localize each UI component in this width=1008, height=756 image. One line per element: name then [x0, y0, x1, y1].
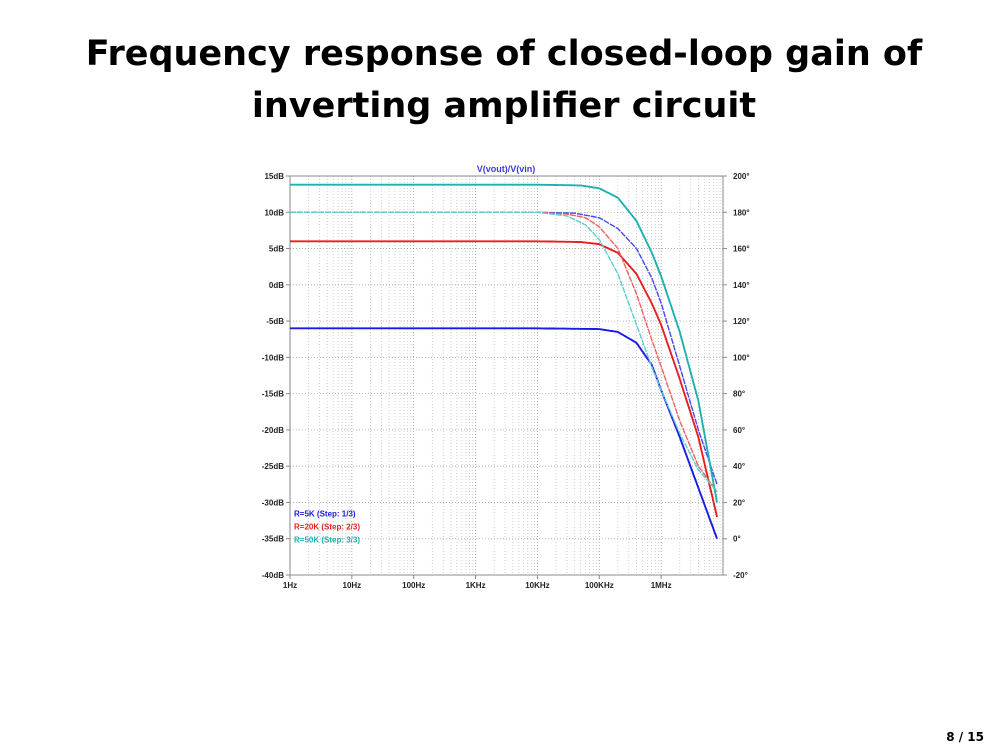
series-line-phase [290, 211, 718, 493]
y-tick-label: -10dB [262, 353, 284, 362]
x-tick-label: 100KHz [585, 581, 614, 590]
x-tick-label: 10Hz [343, 581, 362, 590]
y-tick-label: -5dB [266, 317, 284, 326]
legend: R=5K (Step: 1/3) R=20K (Step: 2/3) R=50K (… [294, 510, 360, 545]
y2-tick-label: 0° [733, 535, 741, 544]
y2-axis-ticks: 200° 180° 160° 140° 120° 100° 80° 60° 40° 20° 0° -2… [723, 172, 750, 580]
y-axis-ticks: 15dB 10dB 5dB 0dB -5dB -10dB -15dB -20dB -25dB -3… [262, 172, 290, 580]
y2-tick-label: 80° [733, 390, 745, 399]
y-tick-label: -20dB [262, 426, 284, 435]
page-number: 8 / 15 [946, 730, 984, 744]
y2-tick-label: 120° [733, 317, 750, 326]
y2-tick-label: 60° [733, 426, 745, 435]
series-line-magnitude [290, 183, 718, 503]
y-tick-label: -30dB [262, 498, 284, 507]
x-tick-label: 10KHz [525, 581, 549, 590]
y-tick-label: 0dB [269, 281, 284, 290]
slide-title: Frequency response of closed-loop gain o… [0, 28, 1008, 132]
frequency-response-chart: V(vout)/V(vin) 15dB 10dB 5dB 0dB -5dB -10dB -1… [250, 160, 760, 600]
y-tick-label: -40dB [262, 571, 284, 580]
title-line-2: inverting amplifier circuit [251, 86, 757, 126]
x-tick-label: 1Hz [283, 581, 297, 590]
x-tick-label: 1KHz [466, 581, 486, 590]
y2-tick-label: 40° [733, 462, 745, 471]
series-line-magnitude [290, 327, 718, 540]
x-axis-ticks: 1Hz 10Hz 100Hz 1KHz 10KHz 100KHz 1MHz [283, 575, 672, 590]
legend-entry: R=50K (Step: 3/3) [294, 536, 360, 545]
series-line-phase [290, 211, 718, 485]
chart-title: V(vout)/V(vin) [477, 164, 536, 174]
y2-tick-label: 100° [733, 353, 750, 362]
y-tick-label: 15dB [264, 172, 284, 181]
y-tick-label: 10dB [264, 208, 284, 217]
series-line-phase [290, 211, 718, 493]
y2-tick-label: 20° [733, 498, 745, 507]
y-tick-label: -15dB [262, 390, 284, 399]
x-tick-label: 1MHz [651, 581, 672, 590]
y2-tick-label: 140° [733, 281, 750, 290]
series-line-magnitude [290, 240, 718, 518]
legend-entry: R=5K (Step: 1/3) [294, 510, 356, 519]
y2-tick-label: -20° [733, 571, 748, 580]
y2-tick-label: 200° [733, 172, 750, 181]
plot-grid [290, 176, 723, 575]
y2-tick-label: 160° [733, 245, 750, 254]
plot-frame [289, 175, 724, 576]
title-line-1: Frequency response of closed-loop gain o… [85, 34, 923, 74]
y-tick-label: -35dB [262, 535, 284, 544]
y-tick-label: 5dB [269, 245, 284, 254]
curves [290, 183, 718, 540]
y2-tick-label: 180° [733, 208, 750, 217]
legend-entry: R=20K (Step: 2/3) [294, 523, 360, 532]
y-tick-label: -25dB [262, 462, 284, 471]
x-tick-label: 100Hz [402, 581, 425, 590]
